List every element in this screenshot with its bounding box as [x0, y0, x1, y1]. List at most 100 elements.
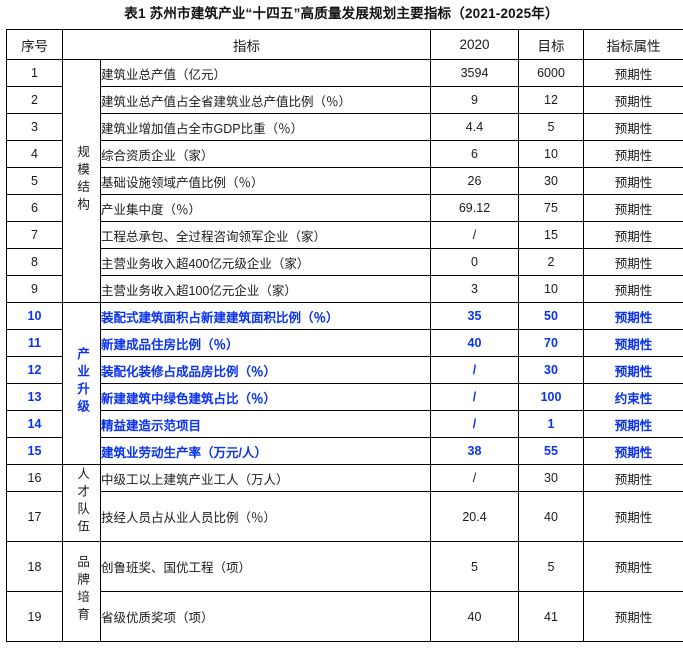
cell-row-number: 8 — [6, 248, 63, 276]
cell-indicator: 建筑业增加值占全市GDP比重（％） — [100, 113, 431, 141]
cell-target-value: 30 — [518, 356, 584, 384]
cell-indicator: 装配式建筑面积占新建建筑面积比例（％） — [100, 302, 431, 330]
cell-attribute: 预期性 — [583, 221, 683, 249]
cell-target-value: 41 — [518, 591, 584, 642]
table-body: 1 规模结构 建筑业总产值（亿元） 3594 6000 预期性 2 建筑业总产值占全省建筑业总… — [6, 59, 683, 642]
table-row: 2 建筑业总产值占全省建筑业总产值比例（％） 9 12 预期性 — [6, 86, 683, 114]
category-label: 人才队伍 — [75, 466, 90, 537]
table-header: 序号 指标 2020 目标 指标属性 — [6, 29, 683, 60]
cell-attribute: 预期性 — [583, 302, 683, 330]
cell-attribute: 预期性 — [583, 591, 683, 642]
table-row: 1 规模结构 建筑业总产值（亿元） 3594 6000 预期性 — [6, 59, 683, 303]
cell-category: 产业升级 — [62, 302, 101, 465]
cell-indicator: 建筑业劳动生产率（万元/人） — [100, 437, 431, 465]
table-row: 16 人才队伍 中级工以上建筑产业工人（万人）/30 预期性 — [6, 464, 683, 542]
table-row: 13 新建建筑中绿色建筑占比（％）/100 约束性 — [6, 383, 683, 411]
cell-row-number: 3 — [6, 113, 63, 141]
cell-baseline-value: 38 — [430, 437, 519, 465]
cell-attribute: 预期性 — [583, 464, 683, 492]
column-header-attribute: 指标属性 — [583, 29, 683, 60]
cell-attribute: 预期性 — [583, 59, 683, 87]
cell-baseline-value: / — [430, 464, 519, 492]
table-row: 18 品牌培育 创鲁班奖、国优工程（项） 5 5 预期性 — [6, 541, 683, 642]
column-header-indicator: 指标 — [62, 29, 431, 60]
category-label: 品牌培育 — [75, 555, 90, 625]
cell-indicator: 建筑业总产值占全省建筑业总产值比例（％） — [100, 86, 431, 114]
cell-baseline-value: 3 — [430, 275, 519, 303]
cell-indicator: 技经人员占从业人员比例（％） — [100, 491, 431, 542]
table-row: 10 产业升级 装配式建筑面积占新建建筑面积比例（％） 35 50 预期性 — [6, 302, 683, 465]
table-row: 19 省级优质奖项（项） 40 41 预期性 — [6, 591, 683, 642]
cell-target-value: 1 — [518, 410, 584, 438]
cell-row-number: 2 — [6, 86, 63, 114]
cell-baseline-value: 20.4 — [430, 491, 519, 542]
cell-indicator: 综合资质企业（家） — [100, 140, 431, 168]
cell-row-number: 17 — [6, 491, 63, 542]
cell-target-value: 6000 — [518, 59, 584, 87]
cell-indicator: 产业集中度（％） — [100, 194, 431, 222]
table-row: 11 新建成品住房比例（％） 40 70 预期性 — [6, 329, 683, 357]
cell-attribute: 预期性 — [583, 541, 683, 592]
cell-indicator: 新建成品住房比例（％） — [100, 329, 431, 357]
cell-attribute: 预期性 — [583, 410, 683, 438]
category-label: 产业升级 — [75, 347, 90, 417]
table-row: 15 建筑业劳动生产率（万元/人） 38 55 预期性 — [6, 437, 683, 465]
cell-attribute: 预期性 — [583, 491, 683, 542]
table-row: 9 主营业务收入超100亿元企业（家） 3 10 预期性 — [6, 275, 683, 303]
cell-row-number: 9 — [6, 275, 63, 303]
cell-baseline-value: 6 — [430, 140, 519, 168]
page-title: 表1 苏州市建筑产业“十四五”高质量发展规划主要指标（2021-2025年） — [124, 6, 559, 21]
cell-target-value: 55 — [518, 437, 584, 465]
cell-target-value: 50 — [518, 302, 584, 330]
cell-target-value: 70 — [518, 329, 584, 357]
cell-target-value: 2 — [518, 248, 584, 276]
cell-target-value: 30 — [518, 167, 584, 195]
cell-target-value: 75 — [518, 194, 584, 222]
cell-indicator: 中级工以上建筑产业工人（万人） — [100, 464, 431, 492]
cell-indicator: 工程总承包、全过程咨询领军企业（家） — [100, 221, 431, 249]
cell-attribute: 预期性 — [583, 437, 683, 465]
cell-attribute: 预期性 — [583, 167, 683, 195]
cell-baseline-value: 0 — [430, 248, 519, 276]
cell-baseline-value: 9 — [430, 86, 519, 114]
table-row: 12 装配化装修占成品房比例（％）/30 预期性 — [6, 356, 683, 384]
table-row: 5 基础设施领域产值比例（％） 26 30 预期性 — [6, 167, 683, 195]
cell-row-number: 14 — [6, 410, 63, 438]
cell-attribute: 预期性 — [583, 275, 683, 303]
cell-baseline-value: 40 — [430, 591, 519, 642]
cell-attribute: 预期性 — [583, 86, 683, 114]
cell-indicator: 建筑业总产值（亿元） — [100, 59, 431, 87]
cell-baseline-value: / — [430, 356, 519, 384]
table-row: 4 综合资质企业（家） 6 10 预期性 — [6, 140, 683, 168]
cell-attribute: 约束性 — [583, 383, 683, 411]
cell-attribute: 预期性 — [583, 356, 683, 384]
cell-baseline-value: / — [430, 383, 519, 411]
table-row: 17 技经人员占从业人员比例（％） 20.4 40 预期性 — [6, 491, 683, 542]
cell-baseline-value: 40 — [430, 329, 519, 357]
cell-target-value: 12 — [518, 86, 584, 114]
cell-target-value: 5 — [518, 113, 584, 141]
cell-target-value: 15 — [518, 221, 584, 249]
cell-row-number: 16 — [6, 464, 63, 492]
indicator-table: 序号 指标 2020 目标 指标属性 1 规模结构 建筑业总产值（亿元） 3594 60… — [6, 29, 683, 642]
cell-indicator: 新建建筑中绿色建筑占比（％） — [100, 383, 431, 411]
cell-baseline-value: 35 — [430, 302, 519, 330]
cell-row-number: 1 — [6, 59, 63, 87]
cell-category: 规模结构 — [62, 59, 101, 303]
cell-row-number: 12 — [6, 356, 63, 384]
cell-indicator: 主营业务收入超400亿元级企业（家） — [100, 248, 431, 276]
cell-indicator: 创鲁班奖、国优工程（项） — [100, 541, 431, 592]
cell-row-number: 15 — [6, 437, 63, 465]
table-row: 3 建筑业增加值占全市GDP比重（％） 4.4 5 预期性 — [6, 113, 683, 141]
cell-target-value: 100 — [518, 383, 584, 411]
cell-row-number: 6 — [6, 194, 63, 222]
cell-baseline-value: / — [430, 410, 519, 438]
table-row: 6 产业集中度（％） 69.12 75 预期性 — [6, 194, 683, 222]
cell-attribute: 预期性 — [583, 329, 683, 357]
cell-row-number: 18 — [6, 541, 63, 592]
cell-indicator: 省级优质奖项（项） — [100, 591, 431, 642]
cell-indicator: 主营业务收入超100亿元企业（家） — [100, 275, 431, 303]
cell-row-number: 19 — [6, 591, 63, 642]
cell-indicator: 基础设施领域产值比例（％） — [100, 167, 431, 195]
